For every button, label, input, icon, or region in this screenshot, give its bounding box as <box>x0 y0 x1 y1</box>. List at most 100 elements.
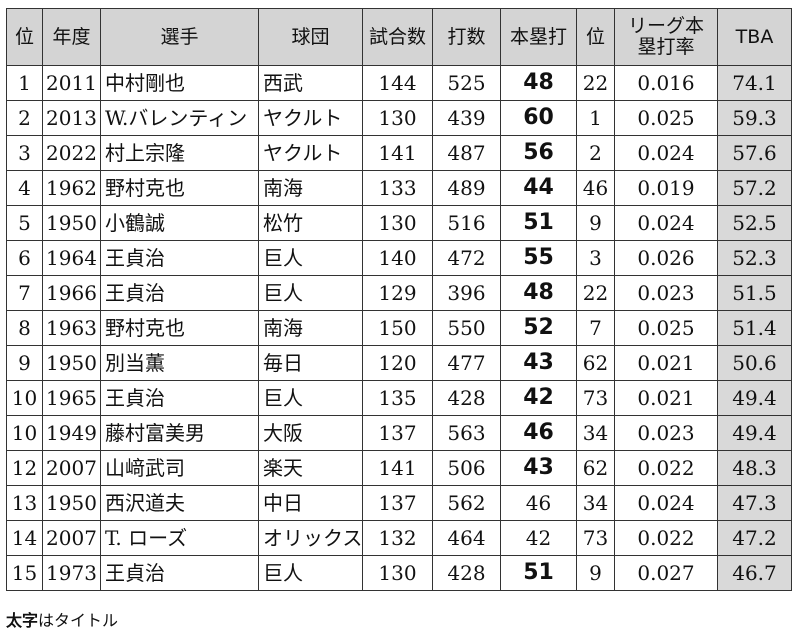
cell-rank: 7 <box>6 275 43 311</box>
cell-home-runs: 48 <box>500 65 577 101</box>
cell-home-runs: 56 <box>500 135 577 171</box>
cell-games: 130 <box>362 555 433 591</box>
cell-year: 1973 <box>42 555 101 591</box>
cell-team: 中日 <box>258 485 363 521</box>
cell-home-runs: 60 <box>500 100 577 136</box>
cell-team: 毎日 <box>258 345 363 381</box>
cell-league-rate: 0.025 <box>614 100 718 136</box>
table-row: 12 2007 山﨑武司 楽天 141 506 43 62 0.022 48.3 <box>6 450 792 486</box>
cell-games: 140 <box>362 240 433 276</box>
tba-ranking-table: 位 年度 選手 球団 試合数 打数 本塁打 位 リーグ本 塁打率 TBA 1 20… <box>6 8 792 591</box>
cell-tba: 52.3 <box>717 240 792 276</box>
cell-games: 135 <box>362 380 433 416</box>
cell-games: 144 <box>362 65 433 101</box>
cell-year: 1950 <box>42 345 101 381</box>
header-league-rate-line2: 塁打率 <box>637 36 695 58</box>
table-row: 14 2007 T. ローズ オリックス 132 464 42 73 0.022 47.2 <box>6 520 792 556</box>
cell-at-bats: 464 <box>432 520 501 556</box>
cell-games: 120 <box>362 345 433 381</box>
cell-league-rate: 0.019 <box>614 170 718 206</box>
cell-player: 藤村富美男 <box>100 415 259 451</box>
header-league-rate-line1: リーグ本 <box>627 15 704 38</box>
header-row: 位 年度 選手 球団 試合数 打数 本塁打 位 リーグ本 塁打率 TBA <box>6 8 792 66</box>
table-row: 2 2013 W.バレンティン ヤクルト 130 439 60 1 0.025 59.3 <box>6 100 792 136</box>
cell-player: 王貞治 <box>100 380 259 416</box>
cell-hr-rank: 73 <box>576 380 615 416</box>
footnote: 太字はタイトル <box>6 607 118 631</box>
header-team: 球団 <box>258 8 363 66</box>
cell-home-runs: 42 <box>500 380 577 416</box>
cell-tba: 51.4 <box>717 310 792 346</box>
cell-year: 1962 <box>42 170 101 206</box>
cell-team: 巨人 <box>258 555 363 591</box>
cell-tba: 57.2 <box>717 170 792 206</box>
table-row: 9 1950 別当薫 毎日 120 477 43 62 0.021 50.6 <box>6 345 792 381</box>
cell-rank: 6 <box>6 240 43 276</box>
cell-home-runs: 51 <box>500 205 577 241</box>
cell-year: 1966 <box>42 275 101 311</box>
cell-at-bats: 562 <box>432 485 501 521</box>
cell-player: 王貞治 <box>100 240 259 276</box>
cell-at-bats: 472 <box>432 240 501 276</box>
cell-home-runs: 46 <box>500 415 577 451</box>
header-home-runs: 本塁打 <box>500 8 577 66</box>
table-row: 6 1964 王貞治 巨人 140 472 55 3 0.026 52.3 <box>6 240 792 276</box>
cell-at-bats: 477 <box>432 345 501 381</box>
cell-at-bats: 506 <box>432 450 501 486</box>
cell-tba: 47.2 <box>717 520 792 556</box>
cell-year: 1964 <box>42 240 101 276</box>
table-row: 4 1962 野村克也 南海 133 489 44 46 0.019 57.2 <box>6 170 792 206</box>
cell-player: W.バレンティン <box>100 100 259 136</box>
cell-tba: 49.4 <box>717 415 792 451</box>
footnote-text: はタイトル <box>38 611 119 630</box>
cell-rank: 4 <box>6 170 43 206</box>
cell-tba: 49.4 <box>717 380 792 416</box>
table-row: 15 1973 王貞治 巨人 130 428 51 9 0.027 46.7 <box>6 555 792 591</box>
cell-at-bats: 516 <box>432 205 501 241</box>
cell-games: 141 <box>362 450 433 486</box>
cell-player: 西沢道夫 <box>100 485 259 521</box>
cell-rank: 3 <box>6 135 43 171</box>
cell-league-rate: 0.016 <box>614 65 718 101</box>
cell-rank: 1 <box>6 65 43 101</box>
cell-games: 137 <box>362 415 433 451</box>
cell-league-rate: 0.027 <box>614 555 718 591</box>
cell-league-rate: 0.022 <box>614 450 718 486</box>
cell-tba: 50.6 <box>717 345 792 381</box>
cell-team: 巨人 <box>258 275 363 311</box>
table-body: 1 2011 中村剛也 西武 144 525 48 22 0.016 74.1 2 2013 W.バレン… <box>6 65 792 591</box>
cell-tba: 46.7 <box>717 555 792 591</box>
cell-at-bats: 489 <box>432 170 501 206</box>
cell-league-rate: 0.022 <box>614 520 718 556</box>
cell-hr-rank: 46 <box>576 170 615 206</box>
cell-team: 南海 <box>258 310 363 346</box>
cell-home-runs: 51 <box>500 555 577 591</box>
cell-rank: 15 <box>6 555 43 591</box>
cell-rank: 12 <box>6 450 43 486</box>
cell-year: 1963 <box>42 310 101 346</box>
cell-year: 2022 <box>42 135 101 171</box>
cell-hr-rank: 7 <box>576 310 615 346</box>
cell-team: 大阪 <box>258 415 363 451</box>
cell-at-bats: 563 <box>432 415 501 451</box>
cell-tba: 74.1 <box>717 65 792 101</box>
cell-tba: 52.5 <box>717 205 792 241</box>
table-row: 7 1966 王貞治 巨人 129 396 48 22 0.023 51.5 <box>6 275 792 311</box>
cell-hr-rank: 62 <box>576 345 615 381</box>
cell-player: 中村剛也 <box>100 65 259 101</box>
table-row: 3 2022 村上宗隆 ヤクルト 141 487 56 2 0.024 57.6 <box>6 135 792 171</box>
table-row: 10 1965 王貞治 巨人 135 428 42 73 0.021 49.4 <box>6 380 792 416</box>
cell-player: 村上宗隆 <box>100 135 259 171</box>
cell-at-bats: 525 <box>432 65 501 101</box>
cell-hr-rank: 34 <box>576 485 615 521</box>
cell-player: 王貞治 <box>100 555 259 591</box>
header-league-rate: リーグ本 塁打率 <box>614 8 718 66</box>
header-tba: TBA <box>717 8 792 66</box>
cell-league-rate: 0.023 <box>614 275 718 311</box>
cell-at-bats: 396 <box>432 275 501 311</box>
cell-league-rate: 0.021 <box>614 380 718 416</box>
cell-games: 130 <box>362 205 433 241</box>
cell-team: 巨人 <box>258 240 363 276</box>
cell-league-rate: 0.025 <box>614 310 718 346</box>
cell-year: 2011 <box>42 65 101 101</box>
